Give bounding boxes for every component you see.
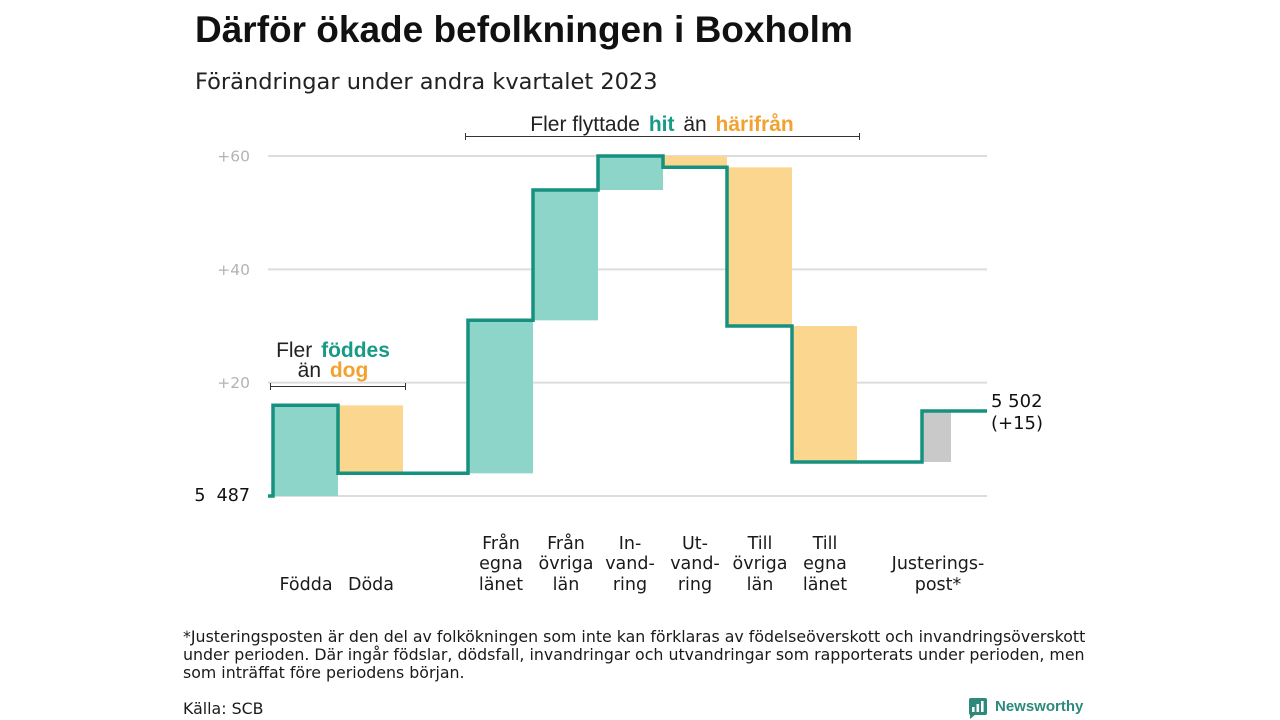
category-label-line: vand- bbox=[670, 554, 720, 574]
annotation-highlight-increase: föddes bbox=[321, 339, 390, 362]
annotation-text: än bbox=[683, 113, 707, 136]
y-tick-label: +20 bbox=[217, 374, 250, 392]
waterfall-bars bbox=[273, 156, 951, 496]
waterfall-bar-increase bbox=[468, 320, 533, 474]
category-label: Till egna länet bbox=[765, 534, 885, 596]
category-label-line: övriga bbox=[732, 554, 788, 574]
y-tick-label: +40 bbox=[217, 261, 250, 279]
annotation-text: än bbox=[297, 359, 322, 382]
migration-bracket bbox=[465, 133, 860, 140]
migration-annotation: Fler flyttade hit än härifrån bbox=[462, 112, 862, 138]
category-label-line: Döda bbox=[347, 574, 394, 595]
footnote-line: under perioden. Där ingår födslar, dödsf… bbox=[183, 645, 1085, 664]
source-credit: Källa: SCB bbox=[183, 699, 264, 718]
category-label-line: Från bbox=[547, 533, 585, 554]
category-label: Från övriga län bbox=[506, 534, 626, 596]
category-label: Justerings-post* bbox=[878, 554, 998, 595]
cumulative-step-line bbox=[268, 154, 987, 498]
waterfall-bar-decrease bbox=[338, 405, 403, 474]
y-axis-ticks: +20 +40 +60 bbox=[217, 148, 250, 393]
category-label: Födda bbox=[246, 575, 366, 596]
category-label-line: län bbox=[552, 574, 580, 595]
page-subtitle: Förändringar under andra kvartalet 2023 bbox=[195, 69, 658, 95]
waterfall-bar-decrease bbox=[663, 156, 727, 168]
footnote-line: *Justeringsposten är den del av folkökni… bbox=[183, 627, 1086, 646]
waterfall-bar-increase bbox=[273, 405, 338, 496]
newsworthy-logo-icon bbox=[969, 698, 987, 719]
annotation-highlight-decrease: dog bbox=[329, 359, 369, 382]
category-label: Från egna länet bbox=[441, 534, 561, 596]
category-label-line: Justerings- bbox=[891, 554, 985, 574]
waterfall-bar-increase bbox=[598, 156, 663, 190]
category-label-line: ring bbox=[612, 574, 648, 595]
waterfall-bar-decrease bbox=[792, 326, 857, 462]
category-label-line: län bbox=[746, 574, 774, 595]
footnote: *Justeringsposten är den del av folkökni… bbox=[183, 628, 1085, 682]
category-label-line: In- bbox=[618, 533, 642, 554]
annotation-text: Fler flyttade bbox=[530, 113, 640, 136]
waterfall-bar-adjustment bbox=[922, 411, 951, 462]
category-label-line: länet bbox=[802, 574, 848, 595]
end-change-label: (+15) bbox=[991, 413, 1043, 434]
start-value-label: 5 487 bbox=[194, 486, 250, 506]
category-label: Ut-vand-ring bbox=[635, 534, 755, 596]
category-label-line: länet bbox=[478, 574, 524, 595]
annotation-line: Fler föddes bbox=[233, 339, 433, 362]
y-tick-label: +60 bbox=[217, 148, 250, 166]
category-label-line: egna bbox=[803, 554, 847, 574]
category-label: Till övriga län bbox=[700, 534, 820, 596]
annotation-highlight-increase: hit bbox=[648, 113, 675, 136]
category-label-line: Från bbox=[482, 533, 520, 554]
annotation-line: än dog bbox=[233, 359, 433, 382]
category-label-line: Ut- bbox=[682, 533, 708, 554]
page-title: Därför ökade befolkningen i Boxholm bbox=[195, 9, 853, 50]
brand-name: Newsworthy bbox=[995, 698, 1084, 715]
end-value-label: 5 502 bbox=[991, 391, 1043, 412]
category-label: Döda bbox=[311, 575, 431, 596]
category-label-line: Födda bbox=[279, 574, 333, 595]
category-label-line: egna bbox=[479, 554, 523, 574]
waterfall-bar-decrease bbox=[727, 167, 792, 326]
births-bracket bbox=[270, 383, 406, 390]
category-label-line: Till bbox=[747, 533, 773, 554]
births-annotation: Fler föddes än dog bbox=[233, 339, 433, 382]
footnote-line: som inträffat före periodens början. bbox=[183, 663, 465, 682]
annotation-highlight-decrease: härifrån bbox=[715, 113, 794, 136]
category-label-line: övriga bbox=[538, 554, 594, 574]
category-label-line: ring bbox=[677, 574, 713, 595]
waterfall-bar-increase bbox=[533, 190, 598, 321]
category-label-line: vand- bbox=[605, 554, 655, 574]
annotation-text: Fler bbox=[276, 339, 313, 362]
category-label: In-vand-ring bbox=[570, 534, 690, 596]
category-label-line: post* bbox=[914, 574, 962, 595]
category-label-line: Till bbox=[812, 533, 838, 554]
